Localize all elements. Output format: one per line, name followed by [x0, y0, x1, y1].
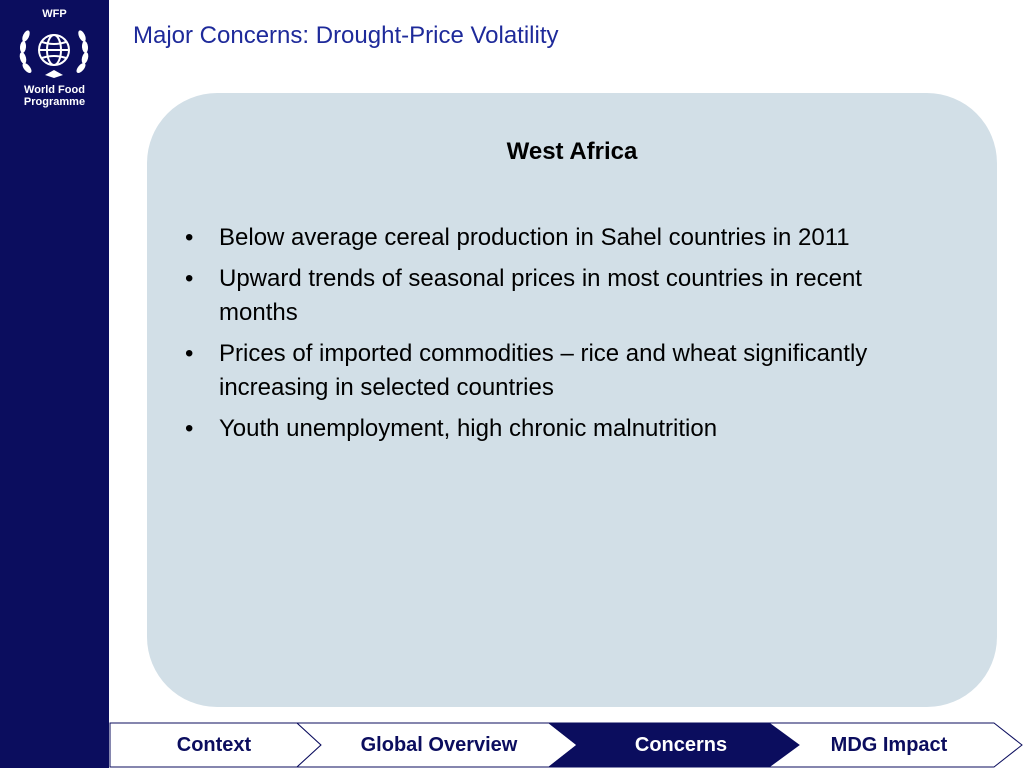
- sidebar: WFP World Food Programme: [0, 0, 109, 768]
- bullet-dot-icon: •: [185, 415, 194, 442]
- bullet-text: Upward trends of seasonal prices in most…: [219, 265, 862, 326]
- bullet-list: • Below average cereal production in Sahe…: [185, 221, 925, 453]
- bullet-dot-icon: •: [185, 224, 194, 251]
- bullet-dot-icon: •: [185, 340, 194, 367]
- section-nav-bar: Context Global Overview Concerns MDG Imp…: [109, 722, 1024, 768]
- logo-abbreviation: WFP: [42, 8, 67, 20]
- bullet-item: • Youth unemployment, high chronic malnut…: [185, 412, 925, 446]
- logo-name: World Food Programme: [0, 84, 109, 108]
- logo-name-line2: Programme: [23, 96, 86, 108]
- logo-name-line1: World Food: [24, 84, 85, 96]
- nav-arrows-graphic: [109, 722, 1023, 768]
- tab-mdg-impact[interactable]: MDG Impact: [830, 734, 948, 756]
- bullet-text: Below average cereal production in Sahel…: [219, 224, 850, 251]
- bullet-item: • Prices of imported commodities – rice a…: [185, 337, 925, 405]
- bullet-item: • Below average cereal production in Sahe…: [185, 221, 925, 255]
- slide-title: Major Concerns: Drought-Price Volatility: [133, 22, 559, 49]
- panel-heading: West Africa: [506, 138, 638, 165]
- bullet-text: Youth unemployment, high chronic malnutr…: [219, 415, 718, 442]
- bullet-dot-icon: •: [185, 265, 194, 292]
- wfp-emblem-icon: [19, 30, 89, 78]
- bullet-text: Prices of imported commodities – rice an…: [219, 340, 868, 401]
- tab-context[interactable]: Context: [176, 734, 252, 756]
- content-panel: West Africa • Below average cereal produc…: [147, 93, 997, 707]
- nav-arrow-mdg-impact: [767, 722, 1023, 768]
- tab-global-overview[interactable]: Global Overview: [360, 734, 518, 756]
- bullet-item: • Upward trends of seasonal prices in mos…: [185, 262, 925, 330]
- tab-concerns[interactable]: Concerns: [634, 734, 728, 756]
